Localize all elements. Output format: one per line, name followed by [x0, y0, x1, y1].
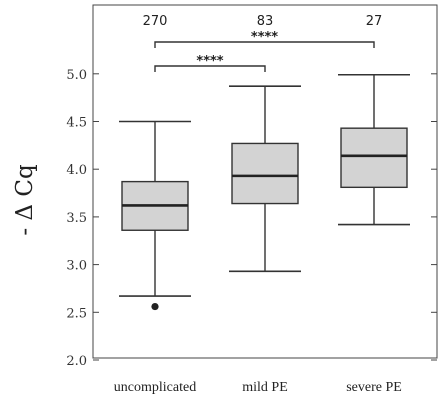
y-tick-label: 4.5 — [66, 116, 87, 131]
box-uncomplicated — [119, 120, 191, 311]
bracket-line — [154, 65, 266, 72]
category-label: mild PE — [242, 380, 288, 395]
box-severe-pe — [338, 73, 410, 226]
y-tick-label: 5.0 — [66, 68, 87, 83]
significance-label: **** — [251, 30, 278, 45]
y-axis-label: - Δ Cq — [12, 164, 38, 236]
box-mild-pe — [229, 85, 301, 273]
plot-frame — [92, 4, 438, 359]
bracket-line — [154, 41, 375, 48]
category-label: severe PE — [346, 380, 402, 395]
significance-bracket: **** — [154, 30, 375, 48]
sample-size-label: 27 — [366, 14, 383, 29]
significance-label: **** — [196, 54, 223, 69]
sample-size-label: 83 — [257, 14, 274, 29]
iqr-box — [340, 127, 408, 189]
sample-size-label: 270 — [143, 14, 168, 29]
significance-bracket: **** — [154, 54, 266, 72]
y-tick-label: 2.5 — [66, 306, 87, 321]
category-label: uncomplicated — [114, 380, 196, 395]
y-tick-label: 2.0 — [66, 354, 87, 369]
y-tick-label: 3.0 — [66, 259, 87, 274]
y-tick-label: 3.5 — [66, 211, 87, 226]
y-tick-label: 4.0 — [66, 163, 87, 178]
outlier-point — [151, 302, 159, 311]
iqr-box — [231, 142, 299, 205]
